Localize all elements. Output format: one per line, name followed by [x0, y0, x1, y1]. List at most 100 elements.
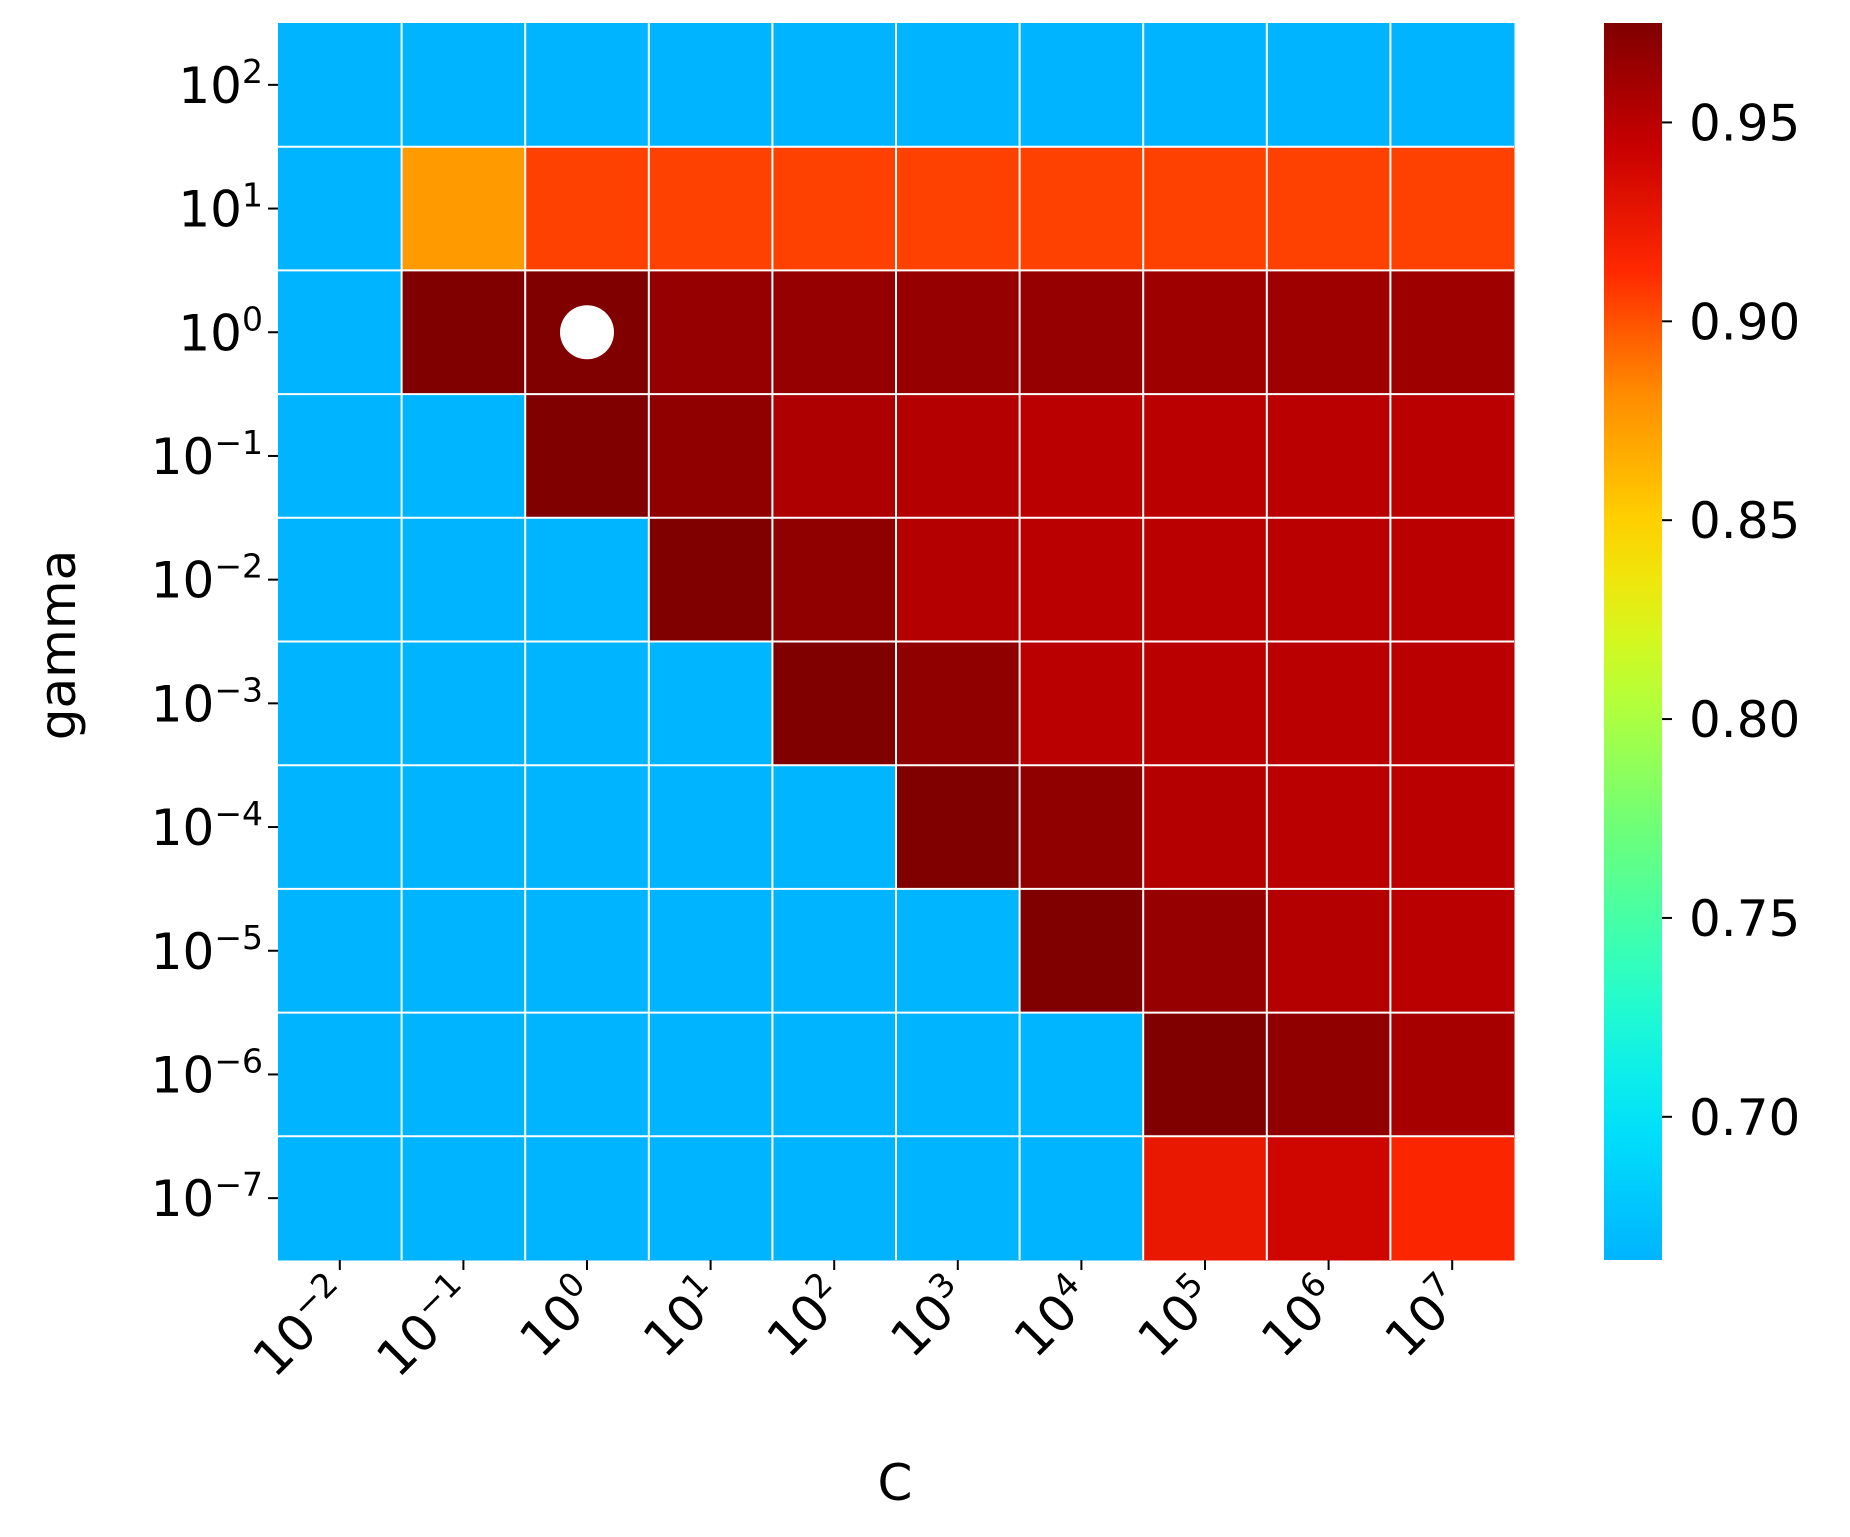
heatmap-cell — [772, 1012, 897, 1137]
heatmap-cell — [648, 146, 773, 271]
colorbar-tick-label: 0.85 — [1689, 492, 1800, 550]
y-tick-label: 100 — [178, 299, 263, 362]
x-axis-ticks: 10−210−1 100 101 102 103 104 105 106 107 — [238, 1260, 1474, 1388]
heatmap-cell — [648, 517, 773, 642]
heatmap-cell — [1266, 23, 1391, 148]
heatmap-cell — [401, 146, 526, 271]
heatmap-cell — [525, 23, 650, 148]
heatmap-cell — [772, 23, 897, 148]
heatmap-cell — [401, 270, 526, 395]
heatmap-cell — [772, 641, 897, 766]
heatmap-cell — [525, 394, 650, 519]
heatmap-cell — [278, 517, 403, 642]
heatmap-cell — [772, 270, 897, 395]
colorbar-tick-label: 0.80 — [1689, 691, 1800, 749]
y-tick-label: 10−5 — [151, 918, 263, 981]
heatmap-cell — [1266, 765, 1391, 890]
heatmap-cell — [1019, 1136, 1144, 1261]
colorbar-tick-label: 0.75 — [1689, 890, 1800, 948]
heatmap-cell — [772, 517, 897, 642]
heatmap-cell — [648, 765, 773, 890]
y-tick-label: 10−4 — [151, 794, 263, 857]
heatmap-cell — [896, 888, 1021, 1014]
heatmap-cell — [1390, 146, 1515, 271]
heatmap-cell — [1143, 270, 1268, 395]
heatmap-cell — [1143, 394, 1268, 519]
heatmap-cell — [1143, 888, 1268, 1014]
heatmap-cell — [1266, 641, 1391, 766]
heatmap-cell — [278, 270, 403, 395]
heatmap-cell — [1143, 23, 1268, 148]
heatmap-cell — [401, 765, 526, 890]
heatmap-cell — [772, 394, 897, 519]
heatmap-cell — [401, 23, 526, 148]
heatmap-cell — [278, 1136, 403, 1261]
heatmap-cell — [278, 641, 403, 766]
heatmap-cell — [401, 1012, 526, 1137]
svg-text:10−2: 10−2 — [238, 1264, 362, 1388]
heatmap-cell — [896, 23, 1021, 148]
best-point-marker — [560, 305, 614, 360]
heatmap-cell — [1390, 1012, 1515, 1137]
heatmap-cell — [278, 23, 403, 148]
heatmap-cell — [525, 1136, 650, 1261]
best-point-layer — [560, 305, 614, 360]
heatmap-cell — [525, 641, 650, 766]
heatmap-cell — [278, 1012, 403, 1137]
heatmap-cell — [401, 888, 526, 1014]
svg-text:103: 103 — [876, 1264, 980, 1368]
heatmap-cell — [1266, 1012, 1391, 1137]
y-tick-label: 10−3 — [151, 670, 263, 733]
heatmap-cell — [1143, 641, 1268, 766]
heatmap-cell — [1019, 888, 1144, 1014]
heatmap-gridlines — [278, 23, 1514, 1260]
heatmap-cell — [648, 641, 773, 766]
y-tick-label: 10−2 — [151, 547, 263, 610]
heatmap-cell — [1019, 765, 1144, 890]
x-axis-title: C — [878, 1454, 913, 1512]
heatmap-cell — [401, 641, 526, 766]
colorbar-tick-label: 0.70 — [1689, 1089, 1800, 1147]
x-tick-label: 107 — [1370, 1264, 1474, 1368]
heatmap-cell — [525, 1012, 650, 1137]
heatmap-cell — [896, 641, 1021, 766]
heatmap-cell — [896, 270, 1021, 395]
heatmap-cell — [648, 394, 773, 519]
y-tick-label: 10−1 — [151, 423, 263, 486]
heatmap-cell — [1143, 146, 1268, 271]
x-tick-label: 10−2 — [238, 1264, 362, 1388]
heatmap-cell — [1019, 641, 1144, 766]
heatmap-cell — [1143, 517, 1268, 642]
heatmap-cell — [1019, 394, 1144, 519]
heatmap-cell — [1390, 23, 1515, 148]
svg-text:106: 106 — [1247, 1264, 1351, 1368]
heatmap-cell — [278, 765, 403, 890]
heatmap-cell — [896, 517, 1021, 642]
svg-text:104: 104 — [999, 1264, 1103, 1368]
heatmap-cell — [401, 394, 526, 519]
heatmap-cell — [525, 146, 650, 271]
heatmap-cell — [896, 1136, 1021, 1261]
heatmap-cell — [401, 1136, 526, 1261]
heatmap-cell — [648, 270, 773, 395]
x-tick-label: 106 — [1247, 1264, 1351, 1368]
y-tick-label: 10−6 — [151, 1041, 263, 1104]
heatmap-cell — [525, 765, 650, 890]
svg-text:107: 107 — [1370, 1264, 1474, 1368]
svg-text:101: 101 — [629, 1264, 733, 1368]
y-axis-title: gamma — [29, 550, 87, 740]
x-tick-label: 100 — [509, 1264, 595, 1368]
x-tick-label: 101 — [629, 1264, 733, 1368]
y-tick-label: 10−7 — [151, 1165, 263, 1228]
y-axis-ticks: 102 101 100 10−1 10−2 10−3 10−4 10−5 10−6 10−7 — [151, 52, 278, 1228]
heatmap-cell — [772, 765, 897, 890]
heatmap-cell — [1390, 517, 1515, 642]
x-tick-label: 103 — [876, 1264, 980, 1368]
heatmap-cell — [1266, 1136, 1391, 1261]
heatmap-cells — [278, 23, 1515, 1261]
colorbar-tick-label: 0.90 — [1689, 293, 1800, 351]
heatmap-cell — [1019, 1012, 1144, 1137]
heatmap-cell — [1019, 517, 1144, 642]
heatmap-cell — [772, 888, 897, 1014]
